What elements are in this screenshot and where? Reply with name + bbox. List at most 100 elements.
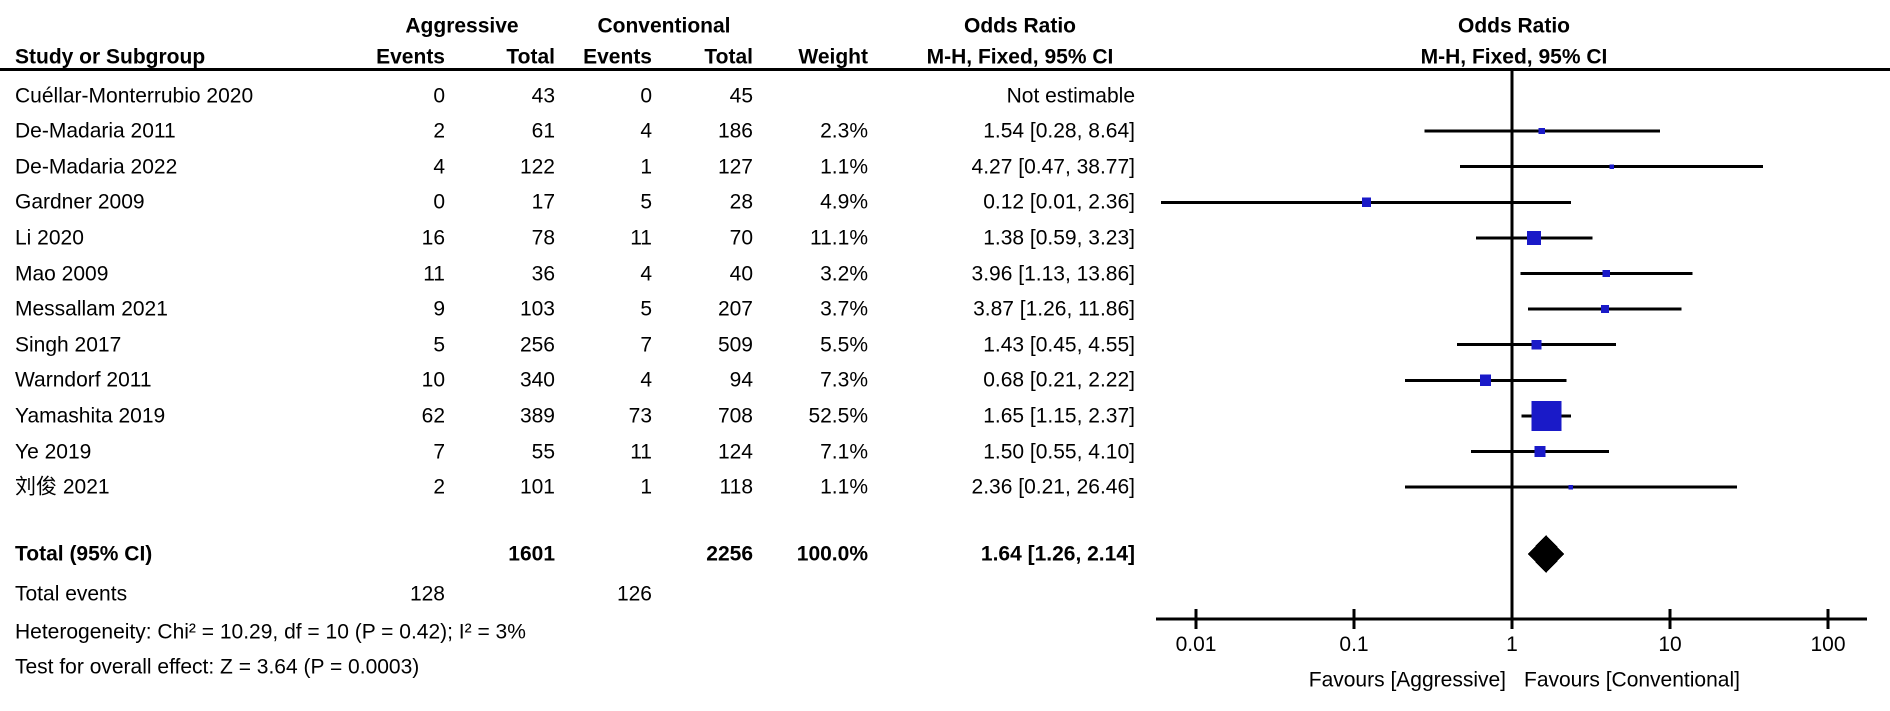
x-axis-tick-label: 0.01 (1175, 633, 1217, 656)
aggressive-events-cell: 2 (433, 475, 445, 499)
aggressive-events-cell: 7 (433, 440, 445, 463)
total-or-ci: 1.64 [1.26, 2.14] (980, 542, 1135, 566)
weight-square (1479, 374, 1492, 386)
study-name: Mao 2009 (15, 262, 109, 285)
x-axis-tick (1510, 609, 1514, 629)
aggressive-total-cell: 103 (519, 297, 555, 321)
weight-cell: 52.5% (808, 404, 868, 428)
or-ci-cell: 1.50 [0.55, 4.10] (983, 440, 1135, 463)
header-rule (0, 68, 1890, 71)
aggressive-total-cell: 55 (531, 440, 555, 463)
conventional-events-cell: 7 (640, 333, 652, 357)
x-axis-tick (1352, 609, 1356, 629)
aggressive-total-cell: 17 (531, 190, 555, 214)
study-name: Warndorf 2011 (15, 368, 152, 392)
weight-cell: 3.2% (820, 262, 868, 285)
study-name: Ye 2019 (15, 440, 92, 463)
conventional-events-cell: 0 (640, 84, 652, 107)
conventional-total-cell: 124 (717, 440, 753, 463)
weight-square (1600, 305, 1609, 314)
total-events-label: Total events (15, 582, 128, 606)
study-name: De-Madaria 2011 (15, 119, 176, 143)
weight-header: Weight (798, 45, 868, 69)
or-ci-cell: 1.38 [0.59, 3.23] (983, 226, 1135, 250)
group-header-conventional: Conventional (597, 14, 731, 38)
weight-square (1534, 445, 1546, 458)
or-plot-header-method: M-H, Fixed, 95% CI (1420, 45, 1608, 69)
aggressive-events-cell: 4 (433, 155, 445, 179)
study-name: Singh 2017 (15, 333, 122, 357)
conventional-total-cell: 94 (729, 368, 753, 392)
aggressive-events-cell: 0 (433, 84, 445, 107)
x-axis-tick-label: 10 (1658, 633, 1682, 656)
weight-square (1531, 339, 1542, 350)
or-ci-cell: 2.36 [0.21, 26.46] (971, 475, 1135, 499)
study-name: Li 2020 (15, 226, 84, 250)
study-name: De-Madaria 2022 (15, 155, 178, 179)
aggressive-total-cell: 36 (531, 262, 555, 285)
favours-aggressive-label: Favours [Aggressive] (1308, 668, 1506, 692)
total-conventional-n: 2256 (706, 542, 753, 566)
aggressive-total-cell: 122 (519, 155, 555, 179)
weight-square (1538, 127, 1545, 135)
x-axis-tick (1194, 609, 1198, 629)
conventional-events-cell: 4 (640, 262, 652, 285)
total-aggressive-n: 1601 (508, 542, 555, 566)
weight-square (1531, 400, 1562, 431)
weight-square (1602, 269, 1611, 278)
or-ci-cell: Not estimable (1006, 84, 1135, 107)
conventional-events-cell: 1 (640, 475, 652, 499)
conventional-total-header: Total (704, 45, 753, 69)
aggressive-total-cell: 340 (519, 368, 555, 392)
aggressive-total-cell: 101 (519, 475, 555, 499)
conventional-total-cell: 708 (717, 404, 753, 428)
aggressive-total-cell: 78 (531, 226, 555, 250)
aggressive-events-cell: 9 (433, 297, 445, 321)
aggressive-total-cell: 256 (519, 333, 555, 357)
or-ci-cell: 0.12 [0.01, 2.36] (983, 190, 1135, 214)
conventional-total-cell: 70 (729, 226, 753, 250)
conventional-events-cell: 5 (640, 190, 652, 214)
x-axis-tick-label: 100 (1810, 633, 1846, 656)
study-name: Yamashita 2019 (15, 404, 166, 428)
weight-cell: 11.1% (810, 226, 868, 250)
or-ci-cell: 4.27 [0.47, 38.77] (971, 155, 1135, 179)
total-events-aggressive: 128 (409, 582, 445, 606)
conventional-events-header: Events (583, 45, 652, 69)
aggressive-events-cell: 0 (433, 190, 445, 214)
conventional-total-cell: 207 (717, 297, 753, 321)
total-weight: 100.0% (796, 542, 868, 566)
or-ci-cell: 1.54 [0.28, 8.64] (983, 119, 1135, 143)
or-plot-header-title: Odds Ratio (1457, 14, 1570, 38)
weight-square (1361, 197, 1372, 207)
aggressive-total-header: Total (506, 45, 555, 69)
conventional-total-cell: 509 (717, 333, 753, 357)
conventional-events-cell: 4 (640, 119, 652, 143)
weight-cell: 3.7% (820, 297, 868, 321)
or-text-header-title: Odds Ratio (963, 14, 1076, 38)
study-name: Messallam 2021 (15, 297, 168, 321)
x-axis-tick-label: 0.1 (1339, 633, 1369, 656)
conventional-events-cell: 11 (630, 226, 652, 250)
study-name: 刘俊 2021 (15, 475, 110, 499)
heterogeneity-stats: Heterogeneity: Chi² = 10.29, df = 10 (P … (15, 620, 526, 644)
weight-cell: 7.3% (820, 368, 868, 392)
aggressive-total-cell: 61 (531, 119, 555, 143)
or-ci-cell: 3.87 [1.26, 11.86] (973, 297, 1135, 321)
conventional-total-cell: 127 (717, 155, 753, 179)
or-ci-cell: 1.65 [1.15, 2.37] (983, 404, 1135, 428)
conventional-events-cell: 73 (628, 404, 652, 428)
or-text-header-method: M-H, Fixed, 95% CI (926, 45, 1114, 69)
or-ci-cell: 1.43 [0.45, 4.55] (983, 333, 1135, 357)
weight-cell: 1.1% (820, 475, 868, 499)
aggressive-events-cell: 5 (433, 333, 445, 357)
weight-square (1527, 231, 1541, 245)
conventional-total-cell: 118 (719, 475, 753, 499)
favours-conventional-label: Favours [Conventional] (1524, 668, 1740, 692)
conventional-events-cell: 5 (640, 297, 652, 321)
group-header-aggressive: Aggressive (405, 14, 519, 38)
or-ci-cell: 0.68 [0.21, 2.22] (983, 368, 1135, 392)
weight-cell: 4.9% (820, 190, 868, 214)
study-column-header: Study or Subgroup (15, 45, 206, 69)
